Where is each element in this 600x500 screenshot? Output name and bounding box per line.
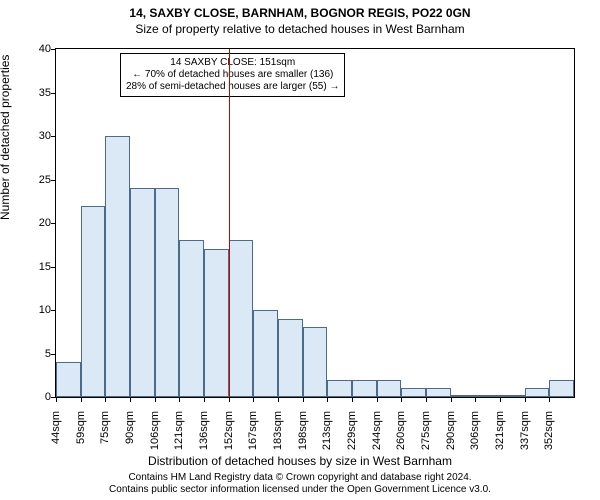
y-tick-mark <box>51 180 55 181</box>
y-tick-label: 5 <box>35 348 51 360</box>
x-tick-mark <box>377 398 378 402</box>
x-tick-label: 290sqm <box>445 411 457 456</box>
bar <box>130 188 155 397</box>
attribution-line2: Contains public sector information licen… <box>0 484 600 496</box>
bar <box>179 240 204 397</box>
x-tick-mark <box>56 398 57 402</box>
y-tick-mark <box>51 310 55 311</box>
bar <box>426 388 451 397</box>
attribution: Contains HM Land Registry data © Crown c… <box>0 472 600 496</box>
bar <box>377 380 402 397</box>
bar <box>475 395 500 397</box>
bar <box>155 188 180 397</box>
x-tick-label: 75sqm <box>99 411 111 456</box>
x-tick-mark <box>155 398 156 402</box>
chart-container: 14, SAXBY CLOSE, BARNHAM, BOGNOR REGIS, … <box>0 0 600 500</box>
y-tick-label: 30 <box>35 130 51 142</box>
x-tick-mark <box>352 398 353 402</box>
x-tick-label: 229sqm <box>346 411 358 456</box>
bar <box>525 388 550 397</box>
y-tick-label: 35 <box>35 87 51 99</box>
y-tick-mark <box>51 267 55 268</box>
marker-line <box>229 49 230 397</box>
x-tick-label: 167sqm <box>247 411 259 456</box>
x-tick-label: 152sqm <box>223 411 235 456</box>
x-tick-label: 106sqm <box>149 411 161 456</box>
bar <box>253 310 278 397</box>
x-tick-label: 90sqm <box>124 411 136 456</box>
bar <box>278 319 303 397</box>
bar <box>105 136 130 397</box>
y-tick-label: 0 <box>35 391 51 403</box>
y-tick-label: 15 <box>35 261 51 273</box>
x-tick-mark <box>130 398 131 402</box>
bar <box>303 327 328 397</box>
y-tick-mark <box>51 354 55 355</box>
x-tick-label: 121sqm <box>173 411 185 456</box>
x-tick-label: 183sqm <box>272 411 284 456</box>
x-tick-mark <box>179 398 180 402</box>
y-axis-label: Number of detached properties <box>0 55 12 220</box>
x-tick-label: 198sqm <box>297 411 309 456</box>
x-tick-mark <box>327 398 328 402</box>
bar <box>500 395 525 397</box>
x-tick-label: 275sqm <box>420 411 432 456</box>
plot-area: 14 SAXBY CLOSE: 151sqm ← 70% of detached… <box>55 48 575 398</box>
x-tick-mark <box>303 398 304 402</box>
x-tick-mark <box>525 398 526 402</box>
x-tick-mark <box>549 398 550 402</box>
x-axis-label: Distribution of detached houses by size … <box>0 454 600 468</box>
x-tick-label: 59sqm <box>75 411 87 456</box>
x-tick-mark <box>426 398 427 402</box>
annotation-line2: ← 70% of detached houses are smaller (13… <box>126 69 339 81</box>
x-tick-mark <box>475 398 476 402</box>
annotation-line1: 14 SAXBY CLOSE: 151sqm <box>126 57 339 69</box>
x-tick-mark <box>500 398 501 402</box>
annotation-line3: 28% of semi-detached houses are larger (… <box>126 81 339 93</box>
y-tick-label: 25 <box>35 174 51 186</box>
bar <box>81 206 106 397</box>
x-tick-label: 213sqm <box>321 411 333 456</box>
x-tick-label: 136sqm <box>198 411 210 456</box>
x-tick-label: 306sqm <box>469 411 481 456</box>
bar <box>451 395 476 397</box>
x-tick-label: 260sqm <box>395 411 407 456</box>
y-tick-mark <box>51 397 55 398</box>
y-tick-mark <box>51 49 55 50</box>
x-tick-mark <box>81 398 82 402</box>
y-tick-mark <box>51 93 55 94</box>
x-tick-mark <box>401 398 402 402</box>
x-tick-label: 321sqm <box>494 411 506 456</box>
bar <box>229 240 254 397</box>
bar <box>327 380 352 397</box>
bar <box>549 380 574 397</box>
bar <box>352 380 377 397</box>
x-tick-label: 352sqm <box>543 411 555 456</box>
bar <box>204 249 229 397</box>
attribution-line1: Contains HM Land Registry data © Crown c… <box>0 472 600 484</box>
x-tick-label: 44sqm <box>50 411 62 456</box>
y-tick-label: 20 <box>35 217 51 229</box>
x-tick-mark <box>278 398 279 402</box>
x-tick-mark <box>204 398 205 402</box>
chart-title: 14, SAXBY CLOSE, BARNHAM, BOGNOR REGIS, … <box>0 0 600 20</box>
x-tick-label: 337sqm <box>519 411 531 456</box>
chart-subtitle: Size of property relative to detached ho… <box>0 20 600 36</box>
x-tick-mark <box>253 398 254 402</box>
y-tick-mark <box>51 136 55 137</box>
annotation-box: 14 SAXBY CLOSE: 151sqm ← 70% of detached… <box>120 53 345 97</box>
y-tick-mark <box>51 223 55 224</box>
x-tick-mark <box>229 398 230 402</box>
x-tick-label: 244sqm <box>371 411 383 456</box>
bar <box>56 362 81 397</box>
x-tick-mark <box>451 398 452 402</box>
bar <box>401 388 426 397</box>
y-tick-label: 10 <box>35 304 51 316</box>
x-tick-mark <box>105 398 106 402</box>
y-tick-label: 40 <box>35 43 51 55</box>
